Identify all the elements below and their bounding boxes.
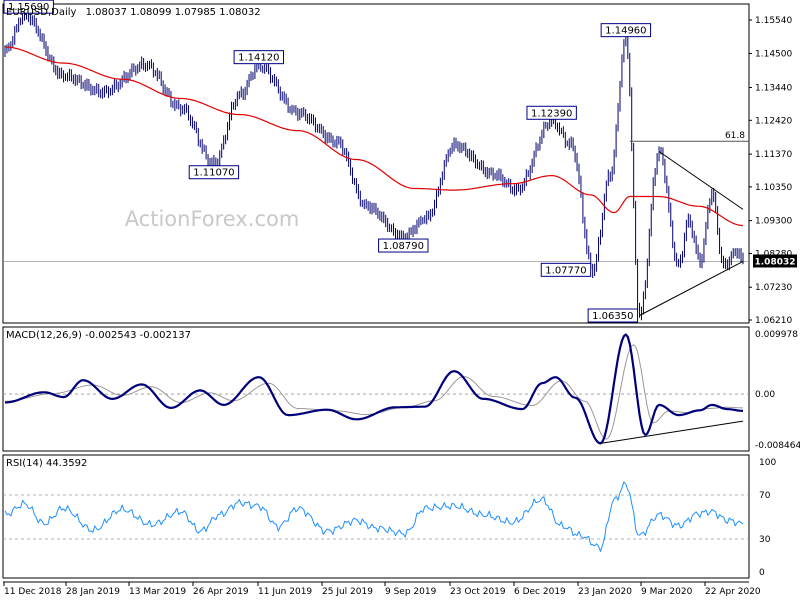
price-axis-label: 1.11370 — [755, 150, 792, 160]
price-callout-box — [540, 262, 592, 277]
price-callout-label: 1.08790 — [383, 241, 424, 252]
macd-axis-label: 0.00 — [755, 390, 775, 400]
macd-support-line — [600, 420, 744, 444]
price-axis-label: 1.10350 — [755, 183, 792, 193]
rsi-line — [4, 481, 744, 552]
price-callout-label: 1.07770 — [545, 265, 586, 276]
price-axis-label: 1.08280 — [755, 249, 792, 259]
date-axis-label: 23 Oct 2019 — [450, 587, 506, 597]
price-axis-label: 1.06210 — [755, 316, 792, 326]
price-callout-box — [378, 238, 429, 253]
rsi-pane-frame — [2, 454, 750, 579]
price-callout-label: 1.12390 — [531, 108, 572, 119]
macd-main-line — [4, 333, 744, 445]
rsi-axis-label: 100 — [759, 458, 776, 468]
date-axis-label: 28 Jan 2019 — [66, 587, 120, 597]
date-axis-label: 9 Mar 2020 — [641, 587, 693, 597]
price-pane-title: EURUSD,Daily 1.08037 1.08099 1.07985 1.0… — [6, 7, 261, 18]
rsi-series — [4, 481, 744, 552]
price-axis-label: 1.12420 — [755, 116, 792, 126]
date-axis-label: 11 Jun 2019 — [258, 587, 312, 597]
axis-labels: 61.8 1.08032 1.15540 1.14500 1.13440 1.12420 1… — [3, 0, 800, 597]
watermark-text: ActionForex.com — [125, 207, 300, 231]
price-callout-label: 1.14960 — [605, 26, 646, 37]
macd-pane-frame — [2, 326, 750, 452]
date-axis-label: 23 Jan 2020 — [578, 587, 632, 597]
price-callout-label: 1.14120 — [238, 53, 279, 64]
price-callout-label: 1.15690 — [8, 2, 49, 13]
date-axis-label: 6 Dec 2019 — [514, 587, 566, 597]
current-price-label: 1.08032 — [755, 257, 796, 267]
date-axis-label: 25 Jul 2019 — [322, 587, 373, 597]
date-axis-label: 9 Sep 2019 — [385, 587, 437, 597]
guide-lines — [3, 261, 749, 540]
price-series — [4, 7, 749, 321]
price-axis-label: 1.15540 — [755, 16, 792, 26]
macd-axis-label: -0.008464 — [755, 441, 800, 451]
price-callout-label: 1.11070 — [193, 168, 234, 179]
price-pane-frame — [2, 3, 750, 324]
price-axis-label: 1.09300 — [755, 217, 792, 227]
pane-frames — [2, 3, 750, 583]
price-callout-box — [3, 0, 54, 14]
triangle-upper-line — [658, 151, 744, 210]
price-callout-box — [587, 308, 639, 323]
current-price-tag — [753, 254, 797, 268]
ohlc-readout: 1.08037 1.08099 1.07985 1.08032 — [86, 7, 261, 18]
price-callout-box — [233, 50, 285, 65]
date-axis-label: 26 Apr 2019 — [193, 587, 249, 597]
symbol-timeframe: EURUSD,Daily — [6, 7, 77, 18]
rsi-axis-label: 0 — [759, 568, 765, 578]
price-axis-label: 1.14500 — [755, 49, 792, 59]
date-axis-label: 22 Apr 2020 — [705, 587, 761, 597]
moving-average-line — [4, 46, 744, 227]
fib-level-label: 61.8 — [725, 131, 745, 141]
macd-series — [4, 333, 744, 445]
price-axis-label: 1.07230 — [755, 283, 792, 293]
price-callout-box — [526, 105, 577, 120]
price-callout-label: 1.06350 — [592, 311, 633, 322]
date-axis-label: 11 Dec 2018 — [4, 587, 62, 597]
triangle-lower-line — [639, 261, 744, 316]
price-axis-label: 1.13440 — [755, 84, 792, 94]
macd-pane-title: MACD(12,26,9) -0.002543 -0.002137 — [6, 330, 191, 341]
macd-axis-label: 0.009978 — [755, 330, 798, 340]
price-callout-box — [188, 165, 240, 180]
rsi-axis-label: 70 — [759, 491, 771, 501]
date-axis-label: 13 Mar 2019 — [129, 587, 186, 597]
price-callout-box — [600, 23, 652, 38]
rsi-pane-title: RSI(14) 44.3592 — [6, 458, 87, 469]
rsi-axis-label: 30 — [759, 535, 771, 545]
